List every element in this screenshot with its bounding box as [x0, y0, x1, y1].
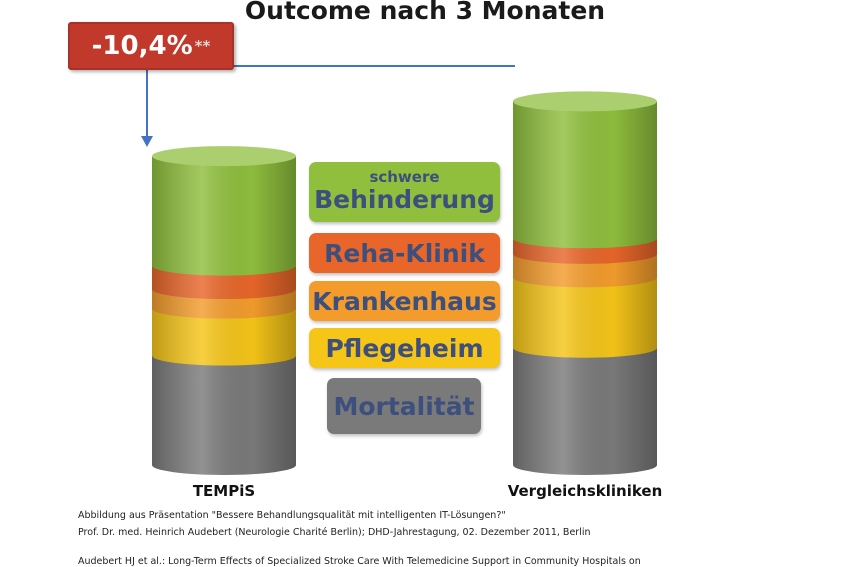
bar-shading	[513, 347, 657, 475]
difference-annotation: -10,4% **	[68, 22, 234, 70]
category-label-vergleichskliniken: Vergleichskliniken	[507, 482, 663, 500]
bar-shading	[513, 277, 657, 358]
legend-pflegeheim-label: Pflegeheim	[325, 333, 484, 363]
bar-top-cap	[513, 91, 657, 112]
legend-behinderung: schwere Behinderung	[309, 162, 500, 222]
footnote-line-2: Prof. Dr. med. Heinrich Audebert (Neurol…	[78, 527, 591, 538]
legend-krankenhaus: Krankenhaus	[309, 281, 500, 321]
legend-behinderung-main: Behinderung	[314, 185, 495, 214]
annotation-connector	[141, 65, 515, 147]
legend-mortalitaet: Mortalität	[327, 378, 481, 434]
bar-shading	[513, 101, 657, 249]
legend-reha-klinik: Reha-Klinik	[309, 233, 500, 273]
footnote-line-1: Abbildung aus Präsentation "Bessere Beha…	[78, 510, 506, 521]
bar-shading	[152, 355, 296, 475]
bar-top-cap	[152, 146, 296, 167]
legend-reha-label: Reha-Klinik	[324, 238, 485, 268]
category-label-tempis: TEMPiS	[192, 482, 256, 500]
bar-shading	[152, 156, 296, 276]
legend-behinderung-top: schwere	[369, 168, 440, 186]
difference-value: -10,4%	[91, 31, 193, 61]
footnote-line-3: Audebert HJ et al.: Long-Term Effects of…	[78, 556, 641, 567]
bar-shading	[152, 308, 296, 366]
legend-mortalitaet-label: Mortalität	[333, 391, 475, 421]
legend-krankenhaus-label: Krankenhaus	[312, 286, 497, 316]
chart-title: Outcome nach 3 Monaten	[244, 0, 606, 25]
significance-marker: **	[194, 37, 211, 55]
legend-pflegeheim: Pflegeheim	[309, 328, 500, 368]
